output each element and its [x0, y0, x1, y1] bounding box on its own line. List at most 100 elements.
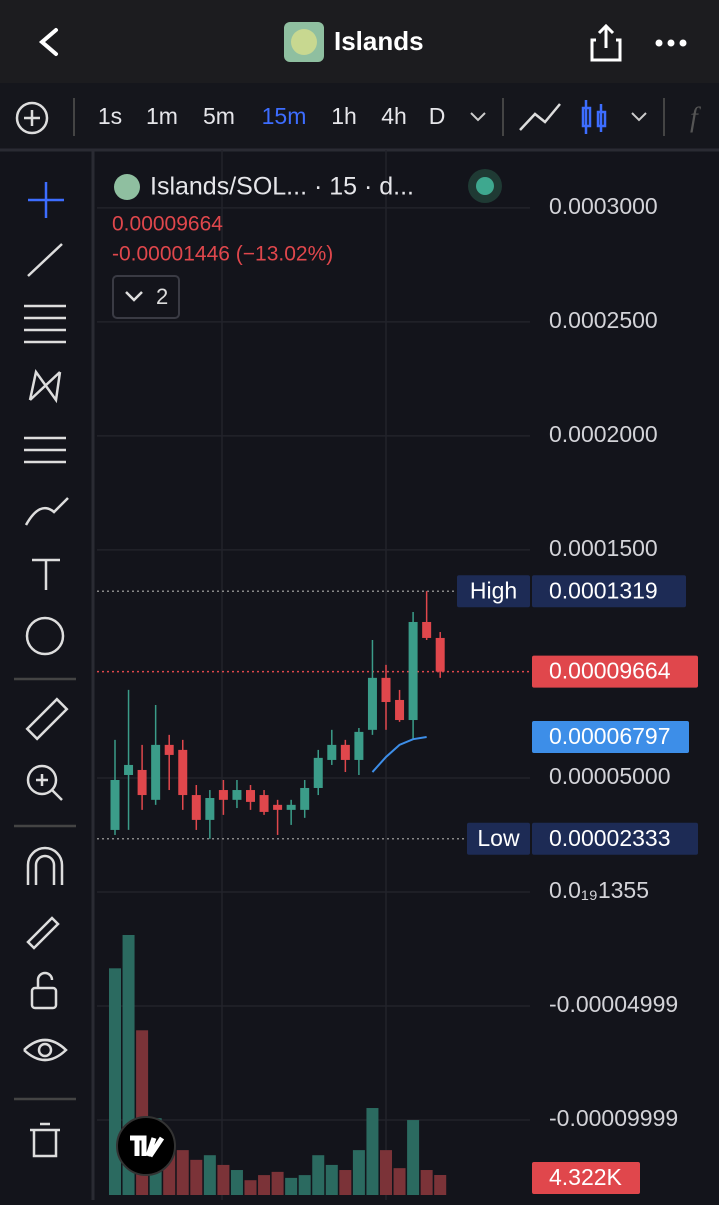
candle-body: [205, 798, 215, 820]
candle-body: [354, 731, 364, 760]
volume-bar: [190, 1159, 203, 1195]
volume-value-text: 4.322K: [549, 1164, 623, 1190]
timeframe-button[interactable]: 1m: [146, 103, 178, 129]
timeframe-button[interactable]: D: [429, 103, 446, 129]
fib-tool[interactable]: [24, 304, 66, 344]
timeframe-button[interactable]: 4h: [381, 103, 407, 129]
volume-bar: [109, 968, 121, 1195]
candle-body: [124, 764, 134, 775]
header-title: Islands: [334, 26, 424, 56]
volume-bar: [407, 1120, 420, 1195]
volume-bar: [325, 1164, 338, 1195]
candle-body: [137, 769, 147, 796]
add-button[interactable]: [15, 101, 49, 135]
ma-value-badge: [532, 720, 689, 753]
y-tick-label: 0.0002000: [549, 421, 658, 447]
unlock-tool[interactable]: [30, 986, 58, 1010]
timeframe-button[interactable]: 15m: [262, 103, 307, 129]
volume-bar: [285, 1177, 298, 1195]
candle-body: [367, 677, 377, 730]
y-tick-label: 0.00005000: [549, 763, 671, 789]
emoji-tool[interactable]: [25, 616, 65, 656]
lock-draw-tool[interactable]: [26, 916, 60, 950]
candle-chart-button[interactable]: [581, 100, 607, 134]
crosshair-tool[interactable]: [28, 182, 64, 218]
zoom-tool[interactable]: [26, 764, 58, 796]
last-price-badge: [532, 655, 698, 688]
status-dot: [476, 177, 494, 195]
high-value-text: 0.0001319: [549, 577, 658, 603]
candle-body: [422, 621, 432, 638]
volume-bar: [298, 1175, 311, 1195]
timeframe-button[interactable]: 1h: [331, 103, 357, 129]
tv-logo-mark: [130, 1135, 165, 1158]
y-tick-label: 0.0003000: [549, 193, 658, 219]
volume-bar: [366, 1108, 379, 1195]
more-button[interactable]: [655, 39, 687, 47]
magnet-tool[interactable]: [26, 846, 64, 885]
brush-tool[interactable]: [24, 497, 69, 526]
candle-body: [408, 621, 418, 721]
low-value-badge: [532, 822, 698, 855]
token-icon-island: [291, 29, 317, 55]
legend-change: -0.00001446 (−13.02%): [112, 243, 333, 266]
last-price-text: 0.00009664: [549, 658, 671, 684]
candle-body: [110, 780, 120, 830]
legend-price: 0.00009664: [112, 213, 223, 236]
candle-body: [151, 744, 161, 800]
volume-bar: [312, 1155, 325, 1195]
add-icon: [24, 110, 40, 126]
candle-body: [327, 744, 337, 760]
indicators-count: 2: [156, 284, 168, 309]
text-tool[interactable]: [32, 558, 60, 590]
candle-body: [286, 804, 296, 810]
y-tick-label: -0.00009999: [549, 1105, 678, 1131]
volume-bar: [393, 1168, 406, 1195]
volume-bar: [230, 1170, 243, 1195]
timeframes: 1s 1m 5m 15m 1h 4h D: [98, 103, 445, 129]
y-tick-label: 0.0002500: [549, 307, 658, 333]
pattern-tool[interactable]: [28, 368, 62, 404]
toggle-chevron: [125, 291, 143, 302]
y-tick-label: 0.0₁₉1355: [549, 877, 649, 903]
high-value-badge: [532, 575, 686, 608]
volume-bar: [203, 1155, 216, 1195]
high-label-text: High: [470, 577, 517, 603]
trend-line-tool[interactable]: [27, 243, 63, 277]
hide-tool[interactable]: [23, 1038, 68, 1062]
projection-tool[interactable]: [24, 436, 66, 464]
low-label-text: Low: [477, 825, 520, 851]
share-button[interactable]: [590, 23, 622, 62]
header-bar: [0, 0, 719, 83]
candle-body: [313, 757, 323, 788]
candle-body: [218, 790, 228, 800]
candle-body: [191, 795, 201, 820]
timeframe-button[interactable]: 5m: [203, 103, 235, 129]
candle-body: [232, 790, 242, 800]
indicators-button[interactable]: f: [690, 102, 701, 133]
indicators-toggle[interactable]: [112, 275, 180, 319]
candle-body: [435, 637, 445, 672]
drawing-tools: [14, 182, 76, 1158]
ma-value-text: 0.00006797: [549, 723, 671, 749]
timeframe-button[interactable]: 1s: [98, 103, 122, 129]
volume-bar: [244, 1180, 257, 1195]
delete-tool[interactable]: [30, 1122, 60, 1158]
legend-symbol: Islands/SOL... · 15 · d...: [150, 173, 414, 201]
line-chart-button[interactable]: [519, 103, 561, 131]
back-button[interactable]: [38, 28, 58, 56]
volume-bar: [380, 1150, 392, 1195]
high-label-badge: [457, 575, 530, 608]
timeframe-dropdown[interactable]: [470, 112, 486, 122]
volume-bar: [339, 1170, 352, 1195]
volume-bar: [420, 1170, 433, 1195]
candle-body: [246, 790, 255, 802]
volume-value-badge: [532, 1162, 640, 1194]
ruler-tool[interactable]: [25, 697, 69, 741]
volume-bar: [271, 1171, 284, 1195]
candle-body: [178, 749, 188, 796]
chart-type-dropdown[interactable]: [631, 112, 647, 122]
